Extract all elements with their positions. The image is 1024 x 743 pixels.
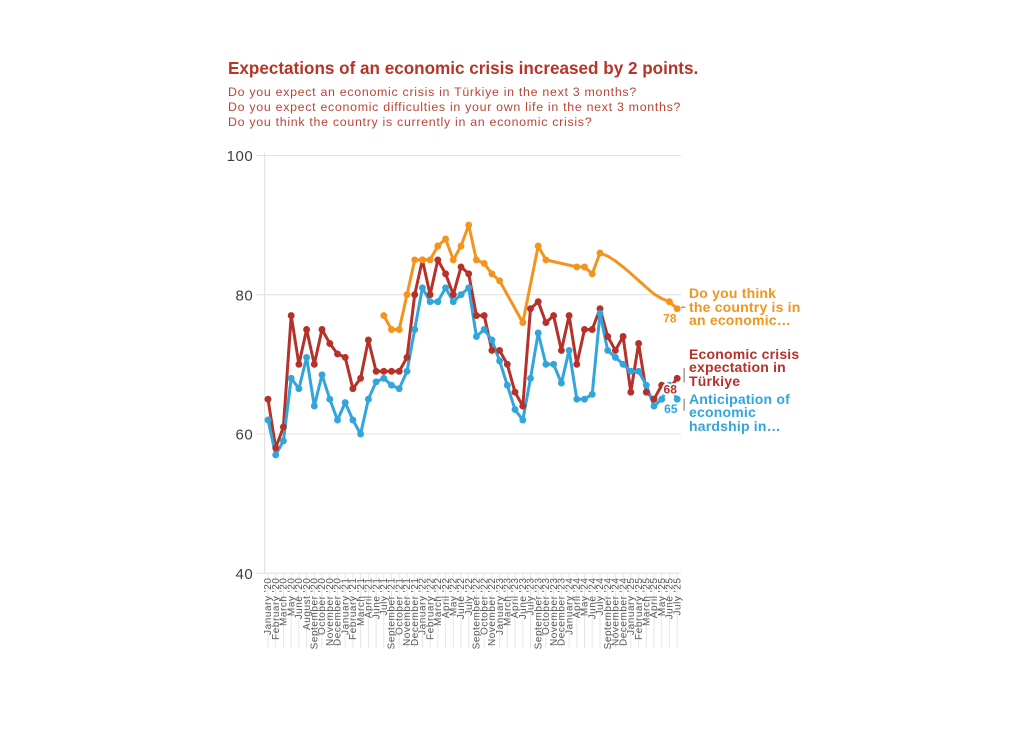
- svg-text:July '24: July '24: [595, 578, 606, 616]
- svg-text:February '20: February '20: [271, 578, 282, 640]
- svg-text:April '21: April '21: [364, 578, 375, 619]
- svg-text:December '21: December '21: [410, 578, 421, 647]
- svg-text:March '22: March '22: [433, 578, 444, 627]
- svg-text:December '24: December '24: [618, 578, 629, 647]
- svg-text:July '23: July '23: [526, 578, 537, 616]
- svg-text:January '22: January '22: [418, 578, 429, 635]
- svg-text:65: 65: [664, 402, 678, 416]
- svg-text:September '24: September '24: [603, 578, 614, 650]
- svg-text:September '21: September '21: [387, 578, 398, 650]
- svg-text:May '25: May '25: [657, 578, 668, 617]
- svg-text:January '20: January '20: [263, 578, 274, 635]
- svg-text:October '22: October '22: [479, 578, 490, 635]
- svg-text:April '24: April '24: [572, 578, 583, 619]
- svg-text:March '21: March '21: [356, 578, 367, 627]
- svg-text:April '23: April '23: [510, 578, 521, 619]
- svg-text:October '23: October '23: [541, 578, 552, 635]
- svg-text:78: 78: [663, 312, 677, 326]
- svg-text:October '20: October '20: [317, 578, 328, 635]
- svg-text:November '24: November '24: [611, 578, 622, 647]
- svg-text:80: 80: [236, 287, 254, 304]
- svg-text:February '25: February '25: [634, 578, 645, 640]
- svg-text:March '23: March '23: [503, 578, 514, 627]
- svg-text:December '20: December '20: [333, 578, 344, 647]
- svg-text:December '23: December '23: [557, 578, 568, 647]
- svg-text:100: 100: [227, 148, 254, 165]
- svg-text:July '22: July '22: [464, 578, 475, 616]
- svg-text:68: 68: [664, 382, 678, 396]
- svg-text:September '20: September '20: [310, 578, 321, 650]
- svg-text:April '22: April '22: [441, 578, 452, 619]
- svg-text:June '23: June '23: [518, 578, 529, 620]
- svg-text:July '21: July '21: [379, 578, 390, 616]
- svg-text:September '23: September '23: [533, 578, 544, 650]
- svg-text:60: 60: [236, 427, 254, 444]
- svg-text:June '21: June '21: [371, 578, 382, 620]
- svg-text:June '24: June '24: [587, 578, 598, 620]
- svg-text:May '24: May '24: [580, 578, 591, 617]
- svg-text:January '25: January '25: [626, 578, 637, 635]
- svg-text:November '23: November '23: [549, 578, 560, 647]
- svg-text:September '22: September '22: [472, 578, 483, 650]
- svg-text:January '23: January '23: [495, 578, 506, 635]
- svg-text:November '21: November '21: [402, 578, 413, 647]
- svg-text:July '25: July '25: [672, 578, 683, 616]
- svg-text:40: 40: [236, 566, 254, 583]
- svg-text:October '21: October '21: [394, 578, 405, 635]
- svg-text:June '25: June '25: [665, 578, 676, 620]
- svg-text:April '25: April '25: [649, 578, 660, 619]
- svg-text:May '20: May '20: [286, 578, 297, 617]
- svg-text:February '22: February '22: [425, 578, 436, 640]
- svg-text:November '22: November '22: [487, 578, 498, 647]
- svg-text:March '20: March '20: [279, 578, 290, 627]
- svg-text:August '20: August '20: [302, 578, 313, 630]
- svg-text:January '21: January '21: [340, 578, 351, 635]
- svg-text:June '20: June '20: [294, 578, 305, 620]
- svg-text:June '22: June '22: [456, 578, 467, 620]
- svg-text:February '21: February '21: [348, 578, 359, 640]
- svg-text:May '22: May '22: [449, 578, 460, 617]
- svg-text:March '25: March '25: [642, 578, 653, 627]
- svg-text:November '20: November '20: [325, 578, 336, 647]
- svg-text:January '24: January '24: [564, 578, 575, 635]
